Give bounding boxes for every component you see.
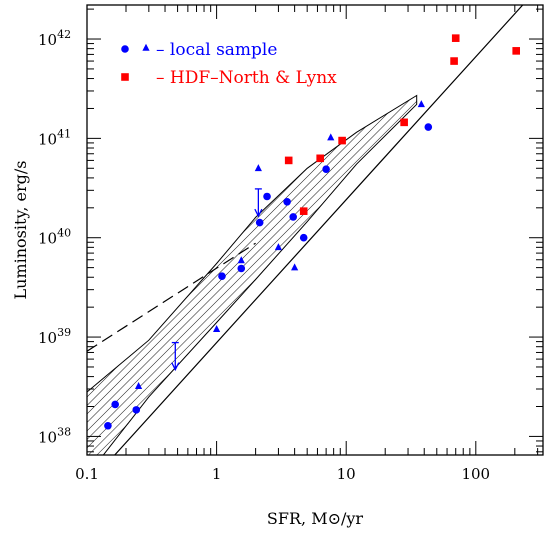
square-data-point — [338, 136, 346, 145]
plot-frame — [86, 4, 544, 456]
circle-data-point — [104, 421, 112, 430]
circle-data-point — [132, 406, 141, 414]
circle-data-point — [263, 192, 271, 201]
tick-labels: 0.1 1 10 100 1038 1039 1040 1041 1042 — [38, 28, 490, 483]
triangle-data-point — [417, 100, 425, 108]
circle-data-point — [255, 218, 264, 227]
circle-data-point — [218, 272, 226, 280]
triangle-data-point — [213, 324, 221, 332]
dashed-relation-line — [87, 242, 256, 352]
triangle-data-point — [327, 133, 335, 141]
triangle-data-point — [291, 263, 299, 271]
y-axis-title: Luminosity, erg/s — [11, 161, 30, 300]
x-tick-label: 10 — [337, 465, 356, 483]
triangle-data-point — [134, 382, 143, 390]
solid-relation-line — [113, 5, 524, 455]
y-tick-label: 1038 — [38, 425, 71, 446]
circle-data-point — [289, 213, 298, 221]
square-data-point — [400, 118, 408, 127]
circle-data-point — [322, 165, 330, 173]
plot-area — [87, 5, 524, 455]
square-data-point — [450, 57, 458, 65]
upper-limit-arrowhead — [171, 362, 180, 372]
y-tick-label: 1039 — [38, 326, 71, 347]
hatched-band — [87, 94, 418, 455]
x-tick-label: 100 — [461, 465, 490, 483]
upper-limit-arrowhead — [254, 208, 263, 218]
square-data-point — [284, 156, 293, 165]
legend-circle-marker — [121, 45, 129, 53]
y-tick-label: 1042 — [38, 28, 71, 49]
y-tick-label: 1040 — [38, 227, 71, 248]
square-data-point — [512, 47, 521, 55]
legend-label: – local sample — [156, 40, 277, 60]
axes — [86, 4, 544, 456]
x-tick-label: 0.1 — [75, 465, 99, 483]
circle-data-point — [299, 233, 308, 242]
legend: – local sample – HDF–North & Lynx — [121, 40, 337, 88]
square-data-point — [299, 207, 308, 215]
circle-data-point — [424, 123, 433, 131]
circle-data-point — [111, 400, 119, 409]
circle-data-point — [283, 197, 291, 206]
triangle-data-point — [274, 243, 283, 251]
circle-data-point — [237, 264, 246, 273]
triangle-data-point — [254, 164, 262, 172]
x-axis-title: SFR, M⊙/yr — [267, 509, 364, 528]
triangle-data-point — [237, 256, 245, 264]
legend-label: – HDF–North & Lynx — [156, 68, 337, 88]
x-tick-label: 1 — [212, 465, 222, 483]
square-data-point — [451, 34, 460, 42]
legend-square-marker — [121, 73, 129, 81]
y-tick-label: 1041 — [38, 127, 71, 148]
square-data-point — [316, 154, 324, 163]
legend-triangle-marker — [142, 43, 150, 51]
